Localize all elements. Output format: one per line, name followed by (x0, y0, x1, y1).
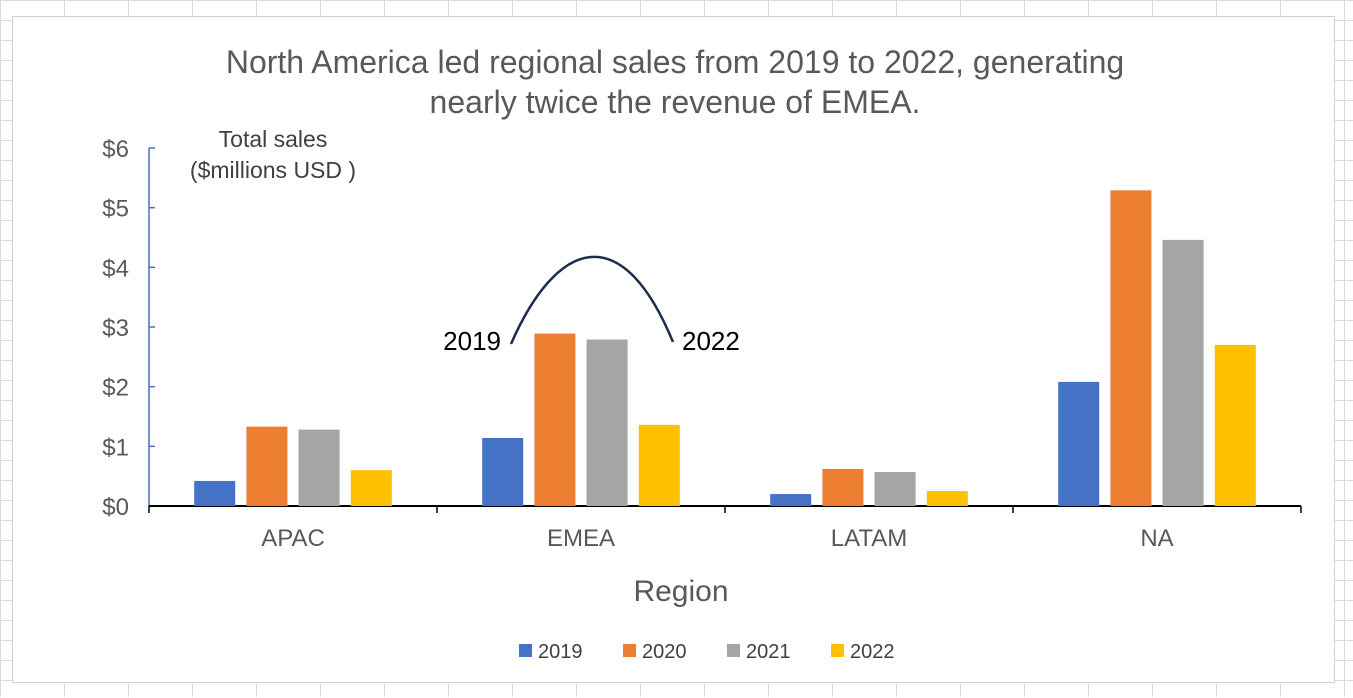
y-axis-title: Total sales ($millions USD ) (190, 126, 356, 183)
bar-LATAM-2021 (874, 471, 916, 506)
y-axis-ticks: $0 $1 $2 $3 $4 $5 $6 (102, 136, 155, 521)
bar-EMEA-2022 (638, 424, 680, 506)
bar-APAC-2020 (246, 426, 288, 506)
x-axis-title-text: Region (633, 575, 728, 608)
annotation-label-left: 2019 (443, 326, 501, 356)
legend-label: 2021 (746, 641, 791, 663)
bar-LATAM-2019 (770, 494, 812, 506)
x-axis-ticks: APAC EMEA LATAM NA (148, 506, 1302, 552)
bar-NA-2020 (1110, 190, 1152, 506)
legend: 2019 2020 2021 2022 (519, 641, 895, 663)
y-tick-label: $3 (102, 315, 129, 342)
x-tick-label: LATAM (831, 525, 907, 552)
chart-title: North America led regional sales from 20… (226, 44, 1124, 120)
y-tick-label: $0 (102, 494, 129, 521)
legend-swatch-2020 (623, 644, 636, 657)
x-tick-label: EMEA (547, 525, 615, 552)
legend-swatch-2021 (727, 644, 740, 657)
legend-label: 2019 (538, 641, 583, 663)
bars (194, 190, 1256, 507)
y-axis-title-line: Total sales (219, 126, 328, 152)
x-tick-label: NA (1140, 525, 1173, 552)
bar-NA-2022 (1214, 344, 1256, 506)
y-tick-label: $5 (102, 196, 129, 223)
annotation: 2019 2022 (443, 255, 740, 356)
bar-EMEA-2021 (586, 339, 628, 506)
chart-title-line: nearly twice the revenue of EMEA. (430, 84, 921, 120)
x-axis-title: Region (633, 575, 728, 608)
bar-APAC-2021 (298, 429, 340, 506)
bar-EMEA-2019 (482, 437, 524, 506)
bar-EMEA-2020 (534, 333, 576, 506)
bar-APAC-2019 (194, 480, 236, 506)
chart-title-line: North America led regional sales from 20… (226, 44, 1124, 80)
y-axis-title-line: ($millions USD ) (190, 157, 356, 183)
chart-area[interactable]: North America led regional sales from 20… (12, 16, 1335, 683)
annotation-label-right: 2022 (682, 326, 740, 356)
bar-NA-2019 (1058, 381, 1100, 506)
bar-APAC-2022 (350, 470, 392, 506)
bar-NA-2021 (1162, 239, 1204, 507)
y-tick-label: $6 (102, 136, 129, 163)
legend-swatch-2022 (831, 644, 844, 657)
legend-swatch-2019 (519, 644, 532, 657)
y-tick-label: $4 (102, 255, 129, 282)
bar-LATAM-2022 (926, 491, 968, 506)
legend-label: 2022 (850, 641, 895, 663)
annotation-arc (509, 255, 675, 345)
legend-label: 2020 (642, 641, 687, 663)
y-tick-label: $2 (102, 375, 129, 402)
bar-LATAM-2020 (822, 469, 864, 506)
y-tick-label: $1 (102, 434, 129, 461)
x-tick-label: APAC (261, 525, 325, 552)
